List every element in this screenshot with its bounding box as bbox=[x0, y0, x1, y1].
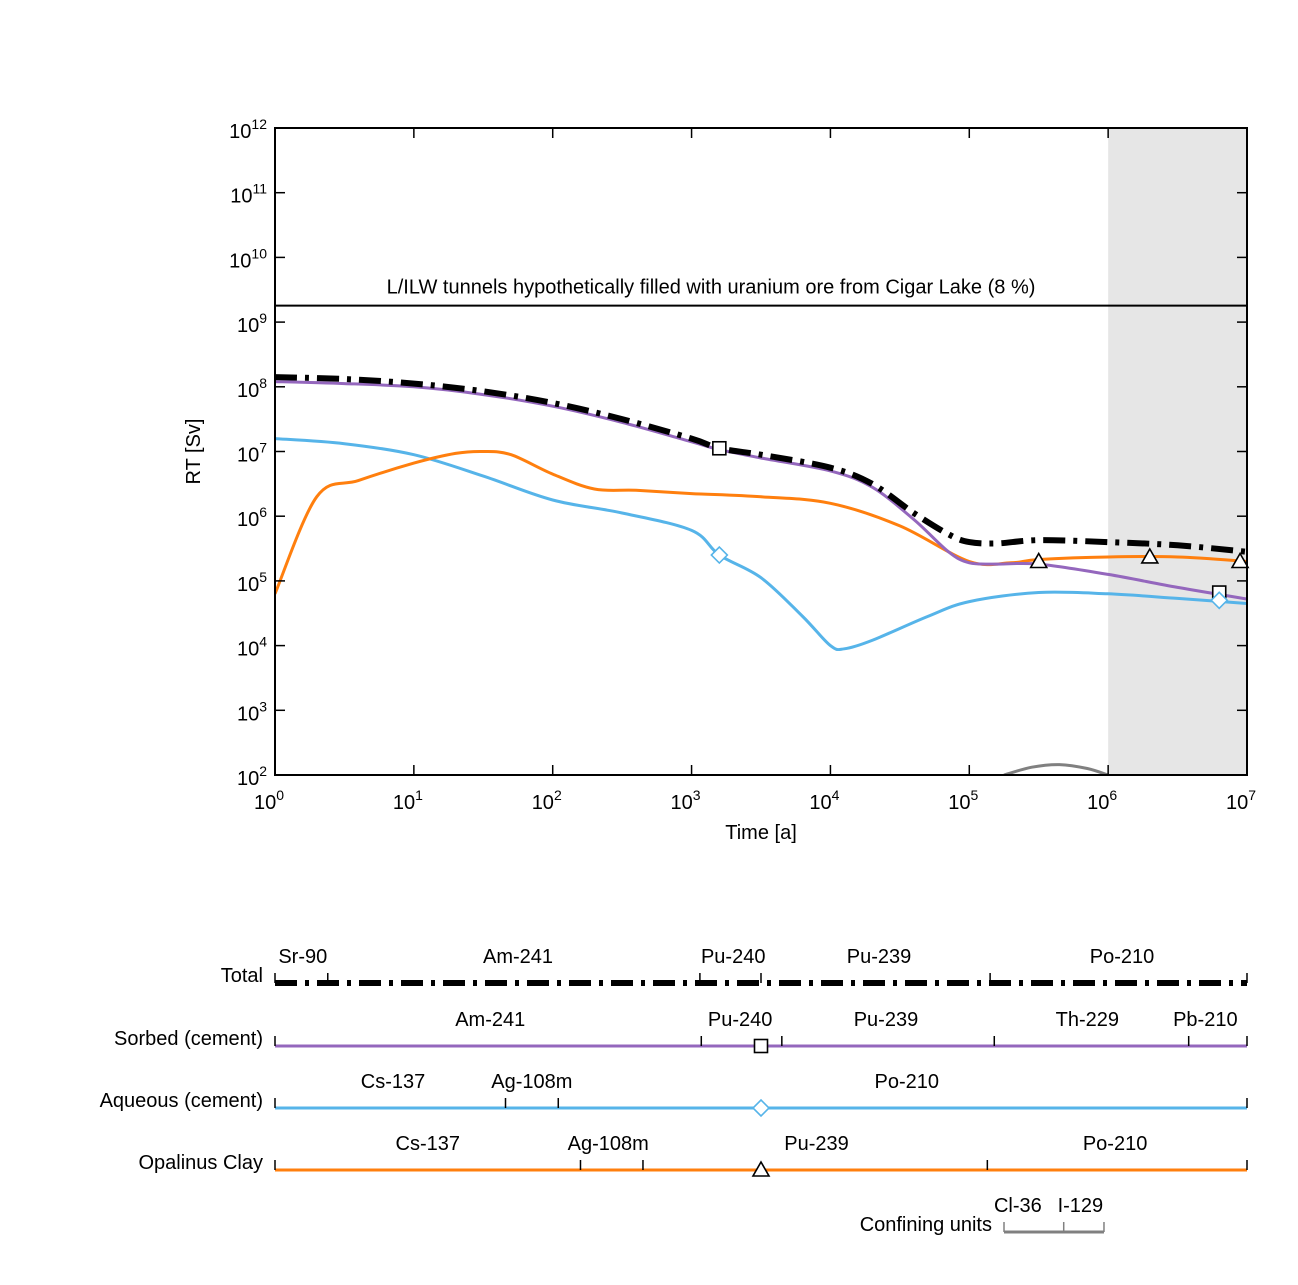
legend-row-total: Total Sr-90 Am-241 Pu-240 Pu-239 Po-210 bbox=[221, 946, 1248, 987]
y-tick-label: 106 bbox=[237, 504, 267, 531]
nuclide-legend: Total Sr-90 Am-241 Pu-240 Pu-239 Po-210 Sorbed… bbox=[100, 946, 1248, 1236]
y-tick-label: 1010 bbox=[229, 245, 267, 272]
nuclide-label: Ag-108m bbox=[491, 1071, 572, 1093]
nuclide-label: Po-210 bbox=[1083, 1133, 1148, 1155]
series-line-total bbox=[275, 374, 1247, 555]
reference-line-label: L/ILW tunnels hypothetically filled with… bbox=[387, 277, 1036, 299]
marker-triangle bbox=[1029, 551, 1049, 569]
y-tick-label: 109 bbox=[237, 310, 267, 337]
x-tick-label: 107 bbox=[1226, 787, 1256, 814]
legend-marker-triangle bbox=[751, 1160, 771, 1177]
marker-diamond bbox=[710, 545, 729, 565]
legend-marker-square bbox=[753, 1038, 769, 1054]
curves bbox=[275, 374, 1247, 775]
y-tick-label: 108 bbox=[237, 375, 267, 402]
x-axis-title: Time [a] bbox=[725, 822, 797, 844]
marker-diamond bbox=[1210, 591, 1229, 610]
markers bbox=[710, 440, 1250, 610]
y-tick-label: 1012 bbox=[229, 116, 267, 143]
legend-row-label: Opalinus Clay bbox=[138, 1152, 263, 1174]
x-tick-label: 105 bbox=[948, 787, 978, 814]
nuclide-label: Pu-239 bbox=[854, 1009, 919, 1031]
marker-triangle bbox=[1230, 551, 1250, 569]
y-tick-label: 104 bbox=[237, 634, 267, 661]
marker-triangle bbox=[1140, 547, 1160, 564]
y-tick-label: 102 bbox=[237, 763, 267, 790]
x-axis-ticks: 100 101 102 103 104 105 106 107 bbox=[254, 128, 1256, 814]
legend-row-label: Total bbox=[221, 965, 263, 987]
nuclide-label: Po-210 bbox=[1090, 946, 1155, 968]
nuclide-label: Cl-36 bbox=[994, 1195, 1042, 1217]
y-axis-title: RT [Sv] bbox=[183, 419, 205, 485]
marker-square bbox=[712, 440, 727, 456]
x-tick-label: 101 bbox=[393, 787, 423, 814]
x-tick-label: 103 bbox=[671, 787, 701, 814]
legend-row-opalinus-clay: Opalinus Clay Cs-137 Ag-108m Pu-239 Po-210 bbox=[138, 1133, 1248, 1177]
legend-row-label: Sorbed (cement) bbox=[114, 1028, 263, 1050]
y-tick-label: 1011 bbox=[230, 181, 267, 208]
nuclide-label: Pb-210 bbox=[1173, 1009, 1238, 1031]
x-tick-label: 106 bbox=[1087, 787, 1117, 814]
nuclide-label: Am-241 bbox=[455, 1009, 525, 1031]
series-line-sorbed-cement bbox=[275, 380, 1247, 601]
axes-frame bbox=[274, 127, 1248, 776]
x-tick-label: 100 bbox=[254, 787, 284, 814]
nuclide-label: Cs-137 bbox=[396, 1133, 460, 1155]
nuclide-label: Pu-239 bbox=[847, 946, 912, 968]
nuclide-label: Th-229 bbox=[1056, 1009, 1119, 1031]
legend-row-aqueous-cement: Aqueous (cement) Cs-137 Ag-108m Po-210 bbox=[100, 1071, 1248, 1118]
nuclide-label: Pu-240 bbox=[701, 946, 766, 968]
shaded-region bbox=[1108, 128, 1247, 775]
x-tick-label: 102 bbox=[532, 787, 562, 814]
x-tick-label: 104 bbox=[809, 787, 839, 814]
nuclide-label: I-129 bbox=[1058, 1195, 1104, 1217]
y-tick-label: 105 bbox=[237, 569, 267, 596]
nuclide-label: Sr-90 bbox=[278, 946, 327, 968]
series-line-aqueous-cement bbox=[275, 437, 1247, 652]
legend-row-label: Confining units bbox=[860, 1214, 992, 1236]
y-tick-label: 107 bbox=[237, 440, 267, 467]
legend-row-sorbed-cement: Sorbed (cement) Am-241 Pu-240 Pu-239 Th-229 P… bbox=[114, 1009, 1248, 1054]
nuclide-label: Pu-239 bbox=[784, 1133, 849, 1155]
legend-row-label: Aqueous (cement) bbox=[100, 1090, 263, 1112]
plot-area: L/ILW tunnels hypothetically filled with… bbox=[183, 116, 1256, 844]
nuclide-label: Ag-108m bbox=[568, 1133, 649, 1155]
series-line-confining-units bbox=[1003, 763, 1109, 775]
y-axis-ticks: 102 103 104 105 106 107 108 109 1010 1011 1012 bbox=[229, 116, 1247, 790]
nuclide-label: Po-210 bbox=[875, 1071, 940, 1093]
nuclide-label: Cs-137 bbox=[361, 1071, 425, 1093]
legend-marker-diamond bbox=[751, 1098, 771, 1118]
nuclide-label: Am-241 bbox=[483, 946, 553, 968]
nuclide-label: Pu-240 bbox=[708, 1009, 773, 1031]
y-tick-label: 103 bbox=[237, 698, 267, 725]
